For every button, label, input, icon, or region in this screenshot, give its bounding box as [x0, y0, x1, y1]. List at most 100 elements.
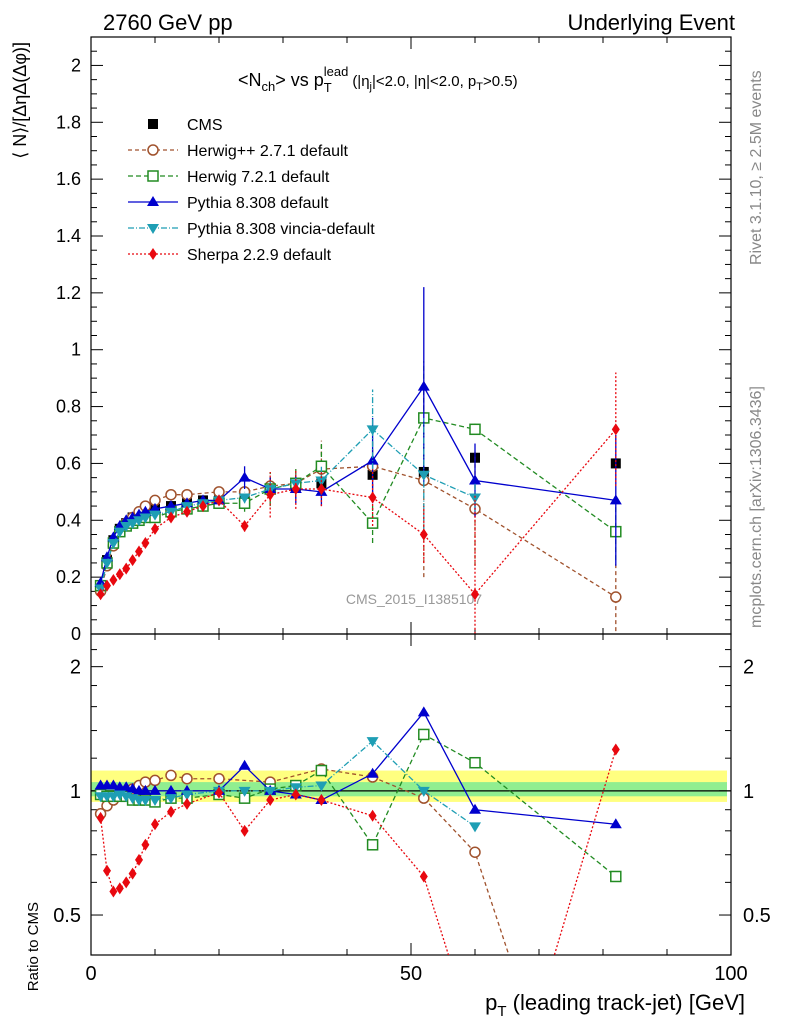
data-point [291, 483, 300, 496]
ratio-point [469, 756, 481, 769]
rivet-label: Rivet 3.1.10, ≥ 2.5M events [748, 70, 765, 265]
ratio-point [167, 805, 175, 818]
ratio-point [317, 794, 326, 807]
watermark: CMS_2015_I1385107 [346, 591, 482, 607]
ratio-ytick-label: 2 [70, 657, 81, 679]
data-point [419, 528, 428, 541]
data-point [366, 454, 379, 465]
main-ytick-label: 1 [71, 340, 81, 360]
ratio-line-herwig-2-7-1-default [100, 768, 510, 955]
ratio-point [240, 824, 249, 837]
ratio-point [165, 784, 177, 795]
ratio-point [368, 809, 377, 822]
main-ytick-label: 0.6 [56, 453, 81, 473]
ratio-point [417, 786, 430, 797]
data-point [101, 558, 113, 569]
series-pythia-8-308-vincia-default [94, 389, 481, 595]
ratio-point [181, 772, 193, 785]
series-line-pythia-8-308-vincia-default [99, 428, 476, 589]
xtick-label: 0 [85, 963, 96, 985]
legend-item-sherpa-2-2-9-default: Sherpa 2.2.9 default [128, 247, 332, 264]
ratio-point [128, 867, 137, 880]
data-point [366, 517, 379, 529]
ratio-line-pythia-8-308-default [100, 711, 616, 825]
legend-item-cms: CMS [148, 117, 223, 134]
ratio-line-herwig-7-2-1-default [100, 733, 617, 877]
ratio-point [135, 853, 143, 866]
ratio-point [165, 794, 177, 805]
legend-item-pythia-8-308-default: Pythia 8.308 default [128, 195, 329, 212]
data-point [96, 588, 105, 601]
ratio-point [181, 790, 193, 801]
ratio-point [366, 767, 379, 778]
ratio-point [469, 846, 481, 858]
legend: CMS Herwig++ 2.7.1 default Herwig 7.2.1 de… [128, 117, 375, 264]
ratio-point [266, 794, 275, 807]
data-point [199, 500, 207, 513]
data-point [611, 423, 620, 436]
ratio-point [291, 788, 300, 801]
main-ytick-label: 2 [71, 55, 81, 75]
data-point [149, 510, 161, 521]
data-point [139, 513, 152, 524]
legend-marker [149, 248, 157, 260]
main-ytick-label: 1.8 [56, 112, 81, 132]
ratio-point [315, 781, 328, 792]
ratio-point [469, 803, 481, 814]
ratio-point [238, 786, 251, 797]
data-point [133, 516, 145, 527]
xtick-label: 100 [714, 963, 747, 985]
data-point [215, 494, 223, 507]
data-point [113, 519, 126, 530]
data-point [610, 591, 622, 603]
ratio-ytick-label-right: 2 [743, 657, 754, 679]
ratio-point [419, 870, 428, 883]
legend-label: Sherpa 2.2.9 default [187, 247, 332, 264]
data-point [122, 562, 131, 575]
ratio-point [215, 786, 223, 799]
ratio-point [107, 792, 120, 803]
main-ytick-label: 0 [71, 624, 81, 644]
legend-item-herwig-7-2-1-default: Herwig 7.2.1 default [128, 169, 330, 186]
data-point [101, 551, 113, 562]
data-point [167, 511, 175, 524]
ratio-series-herwig-7-2-1-default [94, 728, 622, 883]
data-point [109, 573, 118, 586]
main-ytick-label: 0.2 [56, 567, 81, 587]
x-axis-label: pT (leading track-jet) [GeV] [485, 990, 745, 1020]
ratio-point [610, 870, 622, 883]
data-point [317, 483, 326, 496]
main-data [94, 287, 622, 634]
data-point [240, 519, 249, 532]
ratio-point [109, 885, 118, 898]
mcplots-label: mcplots.cern.ch [arXiv:1306.3436] [748, 386, 765, 628]
data-point [128, 554, 137, 567]
data-point [135, 545, 143, 558]
main-ytick-label: 1.6 [56, 169, 81, 189]
series-sherpa-2-2-9-default [96, 372, 620, 634]
series-cms [95, 452, 621, 591]
data-point [183, 505, 191, 518]
ratio-point [115, 882, 124, 895]
data-point [469, 474, 481, 485]
header-right: Underlying Event [567, 10, 735, 35]
ratio-series-sherpa-2-2-9-default [96, 743, 620, 955]
legend-label: Herwig++ 2.7.1 default [187, 143, 349, 160]
data-point [139, 505, 152, 516]
ratio-point [264, 786, 277, 797]
ratio-point [417, 706, 430, 717]
data-point [120, 521, 133, 532]
ratio-point [165, 769, 177, 782]
ratio-point [149, 774, 161, 787]
legend-label: Herwig 7.2.1 default [187, 169, 330, 186]
data-point [107, 539, 120, 550]
ratio-point [418, 728, 430, 741]
ratio-point [366, 839, 379, 851]
legend-marker [148, 119, 158, 129]
series-line-sherpa-2-2-9-default [100, 428, 617, 596]
xtick-label: 50 [400, 963, 422, 985]
ratio-point [141, 838, 150, 851]
ratio-point [183, 797, 191, 810]
ratio-point [149, 784, 161, 795]
ratio-point [213, 772, 225, 785]
